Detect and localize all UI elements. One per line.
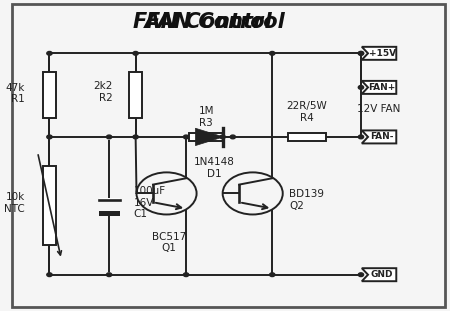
- Text: FAN Control: FAN Control: [146, 12, 284, 32]
- Circle shape: [358, 52, 364, 55]
- Circle shape: [358, 273, 364, 276]
- Text: 12V FAN: 12V FAN: [357, 104, 400, 114]
- Circle shape: [133, 135, 138, 139]
- Circle shape: [358, 135, 364, 139]
- Text: BD139
Q2: BD139 Q2: [289, 189, 324, 211]
- Circle shape: [358, 86, 364, 89]
- Circle shape: [358, 52, 364, 55]
- Text: 22R/5W
R4: 22R/5W R4: [287, 101, 327, 123]
- Polygon shape: [362, 130, 396, 143]
- Circle shape: [184, 135, 189, 139]
- Text: 100uF
16V
C1: 100uF 16V C1: [133, 186, 166, 219]
- Bar: [43, 166, 56, 245]
- Polygon shape: [362, 81, 396, 94]
- Polygon shape: [362, 268, 396, 281]
- Circle shape: [47, 52, 52, 55]
- Text: FAN-: FAN-: [370, 132, 394, 142]
- Text: GND: GND: [371, 270, 393, 279]
- Text: +15V: +15V: [369, 49, 396, 58]
- Bar: [99, 198, 120, 201]
- Polygon shape: [195, 128, 224, 146]
- Text: 47k
R1: 47k R1: [6, 83, 25, 104]
- Bar: [43, 72, 56, 118]
- Text: FAN+: FAN+: [369, 83, 396, 92]
- Text: 1M
R3: 1M R3: [198, 106, 214, 128]
- Circle shape: [107, 273, 112, 276]
- Circle shape: [270, 52, 275, 55]
- Text: 2k2
R2: 2k2 R2: [93, 81, 112, 103]
- Circle shape: [220, 135, 225, 139]
- Bar: [288, 132, 326, 141]
- Circle shape: [107, 135, 112, 139]
- Circle shape: [184, 273, 189, 276]
- Polygon shape: [362, 47, 396, 60]
- Circle shape: [230, 135, 235, 139]
- Bar: [189, 132, 223, 141]
- Circle shape: [270, 273, 275, 276]
- Text: BC517
Q1: BC517 Q1: [152, 231, 186, 253]
- Text: 10k
NTC: 10k NTC: [4, 192, 25, 214]
- Circle shape: [133, 52, 138, 55]
- Text: FAN Control: FAN Control: [132, 12, 271, 32]
- Circle shape: [47, 273, 52, 276]
- Circle shape: [47, 135, 52, 139]
- Bar: [129, 72, 142, 118]
- Bar: [99, 211, 120, 216]
- Text: 1N4148
D1: 1N4148 D1: [194, 157, 234, 179]
